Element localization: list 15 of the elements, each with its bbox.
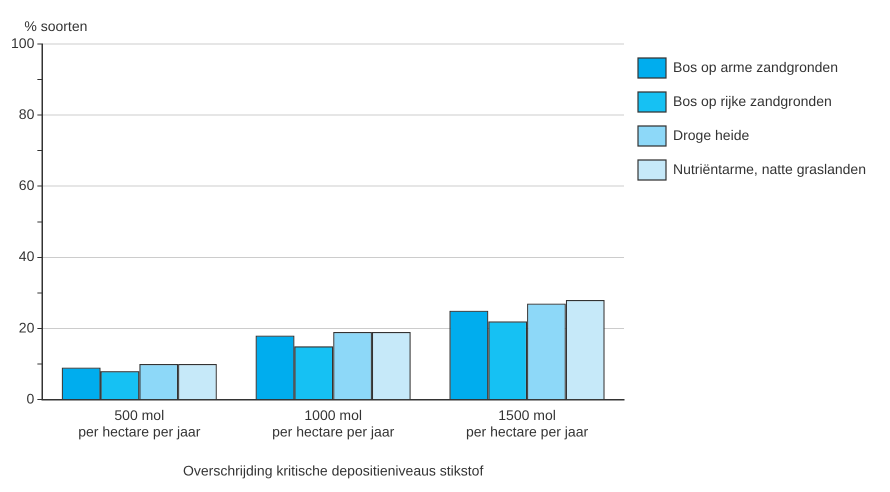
y-axis-title: % soorten <box>24 18 88 34</box>
y-tick-label: 0 <box>26 390 35 406</box>
y-tick-label: 20 <box>18 319 35 336</box>
x-tick-label: 500 mol per hectare per jaar <box>78 406 201 440</box>
y-tick-label: 40 <box>18 248 35 264</box>
legend-label: Nutriëntarme, natte graslanden <box>673 160 866 177</box>
x-axis-title: Overschrijding kritische depositieniveaus stikstof <box>183 462 484 478</box>
y-tick-label: 80 <box>18 106 35 122</box>
legend-label: Bos op arme zandgronden <box>673 58 838 75</box>
y-tick-label: 60 <box>18 177 35 194</box>
legend-label: Droge heide <box>673 126 750 143</box>
x-tick-label: 1500 mol per hectare per jaar <box>466 406 588 440</box>
y-tick-label: 100 <box>11 34 35 51</box>
x-tick-label: 1000 mol per hectare per jaar <box>272 406 395 440</box>
legend-label: Bos op rijke zandgronden <box>673 92 832 109</box>
